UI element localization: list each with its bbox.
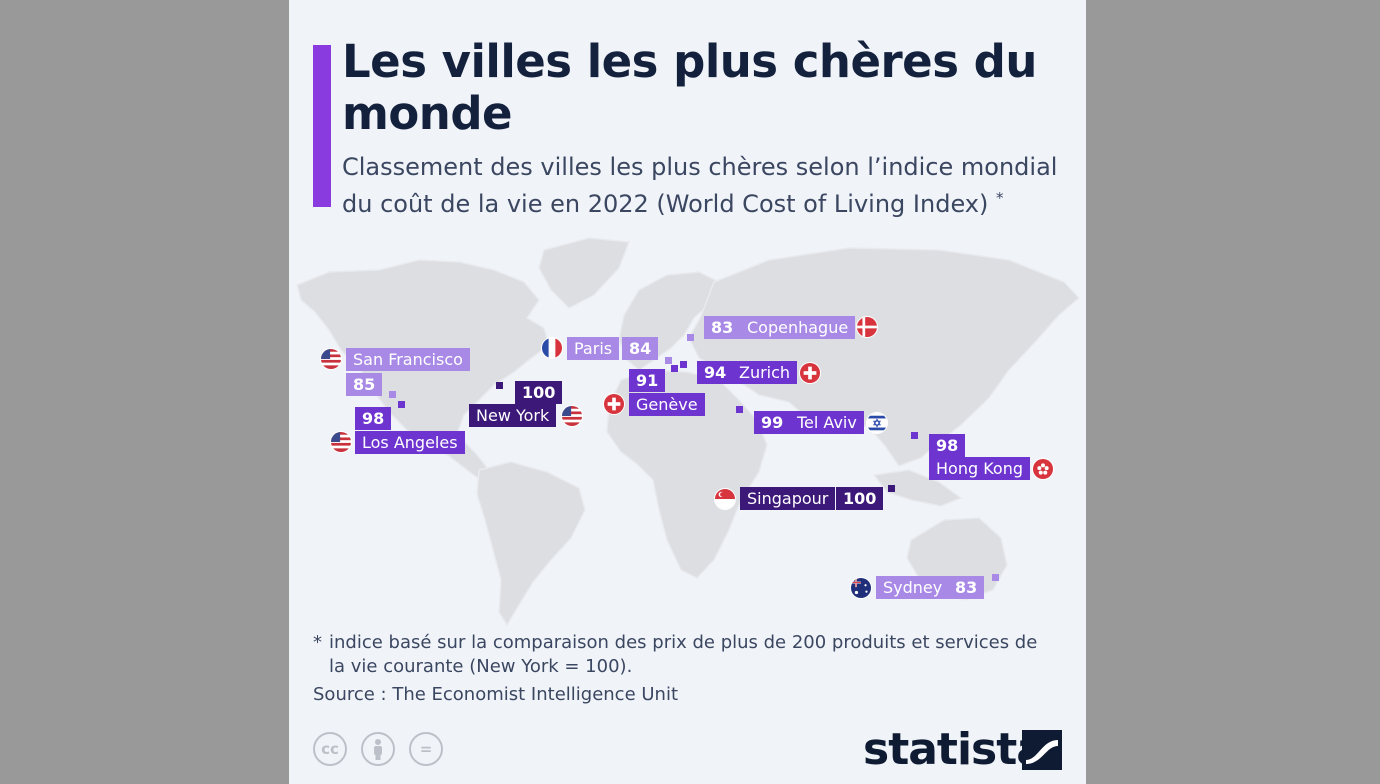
city-marker-copenhague xyxy=(687,334,694,341)
city-label-los-angeles: Los Angeles xyxy=(355,431,465,454)
city-marker-tel-aviv xyxy=(736,406,743,413)
city-label-tel-aviv: Tel Aviv xyxy=(790,411,864,434)
city-marker-san-francisco xyxy=(389,391,396,398)
us-flag-icon xyxy=(320,348,342,370)
city-label-singapour: Singapour xyxy=(740,487,836,510)
city-value-hong-kong: 98 xyxy=(929,434,966,457)
city-value-los-angeles: 98 xyxy=(355,407,392,430)
australia-flag-icon xyxy=(850,577,872,599)
denmark-flag-icon xyxy=(856,316,878,338)
city-value-geneve: 91 xyxy=(629,369,666,392)
subtitle-text: Classement des villes les plus chères se… xyxy=(342,153,1058,218)
singapore-flag-graphic xyxy=(715,489,735,509)
denmark-flag-graphic xyxy=(857,317,877,337)
france-flag-graphic xyxy=(542,338,562,358)
attribution-icon[interactable] xyxy=(361,732,395,766)
city-label-hong-kong: Hong Kong xyxy=(929,457,1030,480)
singapore-flag-icon xyxy=(714,488,736,510)
us-flag-graphic xyxy=(562,406,582,426)
subtitle: Classement des villes les plus chères se… xyxy=(342,152,1067,220)
map-southeast-asia xyxy=(872,469,963,507)
city-value-new-york: 100 xyxy=(515,381,563,404)
source-note: Source : The Economist Intelligence Unit xyxy=(313,684,679,705)
footnote-marker: * xyxy=(313,632,322,653)
city-marker-geneve xyxy=(671,365,678,372)
statista-logo-icon[interactable] xyxy=(1022,730,1062,770)
city-value-san-francisco: 85 xyxy=(346,373,383,396)
city-value-singapour: 100 xyxy=(836,487,884,510)
france-flag-icon xyxy=(541,337,563,359)
footnote-line-2: la vie courante (New York = 100). xyxy=(329,656,633,677)
city-value-zurich: 94 xyxy=(697,361,734,384)
city-label-sydney: Sydney xyxy=(876,576,950,599)
page-title: Les villes les plus chères du monde xyxy=(342,35,1037,140)
switzerland-flag-graphic xyxy=(604,394,624,414)
hong-kong-flag-icon xyxy=(1032,458,1054,480)
accent-bar xyxy=(313,45,331,207)
city-value-sydney: 83 xyxy=(948,576,985,599)
cc-icon[interactable]: cc xyxy=(313,732,347,766)
map-greenland xyxy=(538,237,631,309)
us-flag-graphic xyxy=(331,432,351,452)
city-marker-los-angeles xyxy=(398,401,405,408)
city-marker-hong-kong xyxy=(911,432,918,439)
city-value-paris: 84 xyxy=(622,337,659,360)
us-flag-icon xyxy=(561,405,583,427)
city-label-san-francisco: San Francisco xyxy=(346,348,470,371)
city-label-geneve: Genève xyxy=(629,393,705,416)
hong-kong-flag-graphic xyxy=(1033,459,1053,479)
us-flag-icon xyxy=(330,431,352,453)
city-marker-sydney xyxy=(992,574,999,581)
city-marker-singapour xyxy=(888,485,895,492)
city-marker-zurich xyxy=(680,361,687,368)
israel-flag-graphic xyxy=(867,413,887,433)
map-north-america xyxy=(296,259,550,484)
subtitle-footnote-marker: * xyxy=(996,189,1004,207)
map-africa xyxy=(606,369,768,579)
no-derivatives-icon[interactable]: = xyxy=(409,732,443,766)
switzerland-flag-icon xyxy=(799,362,821,384)
israel-flag-icon xyxy=(866,412,888,434)
city-label-paris: Paris xyxy=(567,337,620,360)
footnote-line-1: indice basé sur la comparaison des prix … xyxy=(329,632,1038,653)
city-marker-paris xyxy=(665,357,672,364)
city-label-copenhague: Copenhague xyxy=(740,316,856,339)
australia-flag-graphic xyxy=(851,578,871,598)
switzerland-flag-graphic xyxy=(800,363,820,383)
switzerland-flag-icon xyxy=(603,393,625,415)
us-flag-graphic xyxy=(321,349,341,369)
statista-logo-text[interactable]: statista xyxy=(863,724,1046,775)
city-label-zurich: Zurich xyxy=(732,361,798,384)
world-map xyxy=(296,237,1081,627)
infographic-card: Les villes les plus chères du monde Clas… xyxy=(289,0,1086,784)
map-south-america xyxy=(476,461,586,627)
footnote: * indice basé sur la comparaison des prix… xyxy=(313,631,1063,679)
city-label-new-york: New York xyxy=(469,404,557,427)
city-value-tel-aviv: 99 xyxy=(754,411,791,434)
city-value-copenhague: 83 xyxy=(704,316,741,339)
city-marker-new-york xyxy=(496,382,503,389)
attribution-person-graphic xyxy=(374,739,382,760)
